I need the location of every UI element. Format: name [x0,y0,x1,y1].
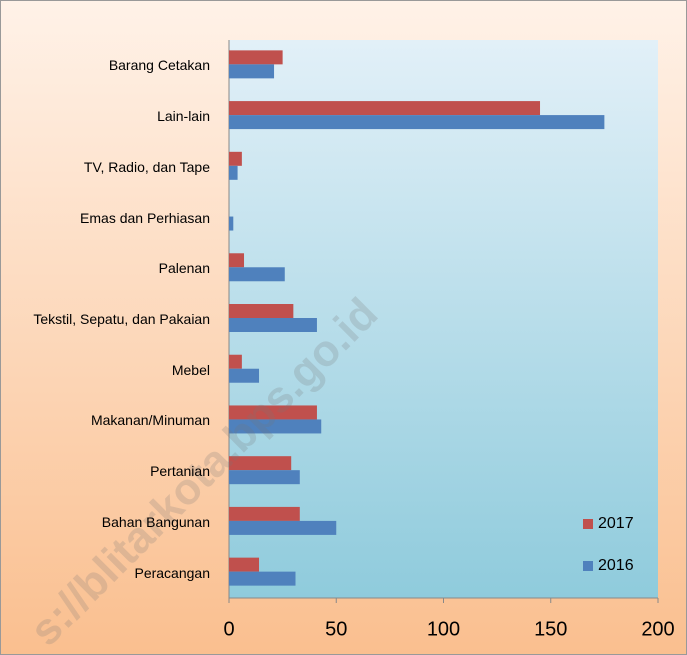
bar [229,318,317,332]
bar [229,571,296,586]
bar [229,50,283,65]
bar [229,115,605,130]
bar [229,101,541,116]
y-tick-label: Pertanian [150,463,210,480]
bar [229,405,317,420]
y-tick-label: Mebel [171,361,210,378]
bar [229,506,300,521]
bar [229,520,337,535]
bar [229,304,294,318]
bar [229,151,242,166]
y-tick-label: Peracangan [134,564,210,581]
y-tick-label: Barang Cetakan [108,57,210,74]
y-tick-label: Makanan/Minuman [90,412,210,429]
bar [229,557,260,572]
bar [229,253,245,268]
legend-label: 2017 [598,515,634,532]
x-tick-label: 50 [325,618,347,640]
bar [229,419,322,434]
y-tick-label: Emas dan Perhiasan [80,209,210,226]
x-tick-label: 150 [534,618,567,640]
x-tick-label: 200 [641,618,674,640]
legend-swatch [583,561,593,571]
bar [229,456,292,471]
y-tick-label: TV, Radio, dan Tape [83,158,210,175]
y-tick-label: Tekstil, Sepatu, dan Pakaian [33,311,210,327]
bar [229,267,285,282]
x-tick-label: 0 [223,618,234,640]
legend-swatch [583,519,593,529]
bar [229,64,275,79]
bar [229,470,300,485]
y-tick-label: Lain-lain [157,108,210,125]
bar [229,216,234,231]
bar [229,354,242,369]
bar [229,165,238,180]
bar [229,368,260,383]
legend-label: 2016 [598,557,634,574]
x-tick-label: 100 [427,618,460,640]
y-tick-label: Bahan Bangunan [101,513,210,530]
y-tick-label: Palenan [158,260,210,277]
